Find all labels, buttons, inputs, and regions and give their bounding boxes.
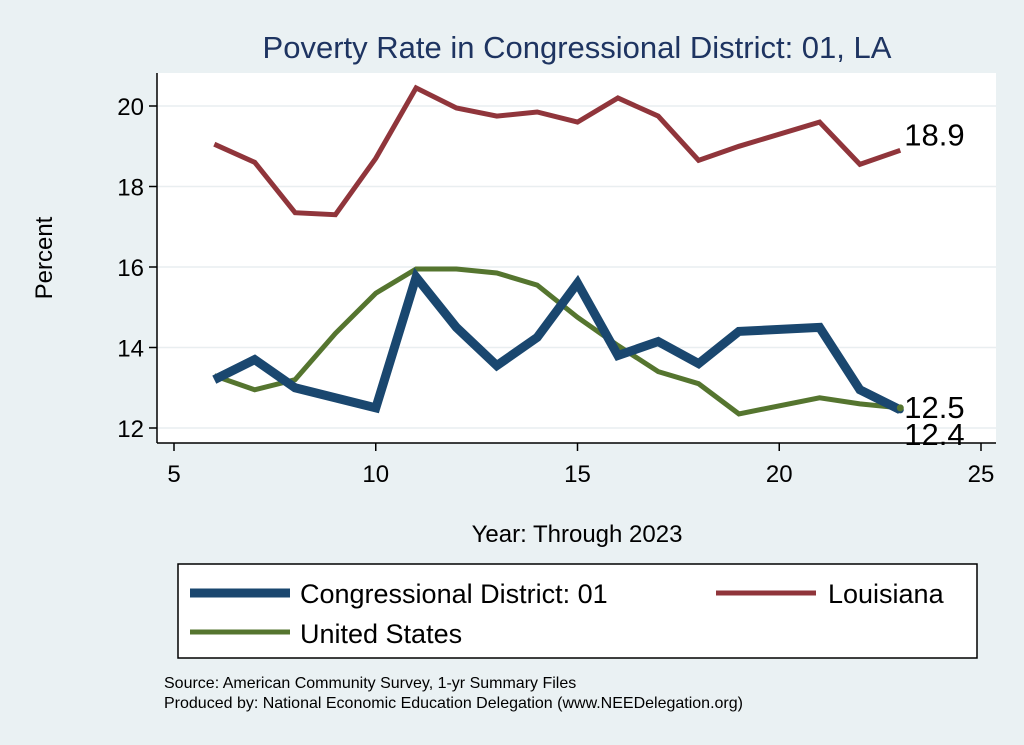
line-us <box>213 266 901 417</box>
tick-labels: 12 14 16 18 20 5 10 15 20 25 <box>117 94 994 488</box>
x-tick-label: 20 <box>766 461 793 488</box>
x-tick-label: 5 <box>167 461 180 488</box>
x-axis-label: Year: Through 2023 <box>472 521 683 548</box>
end-label-us: 12.5 <box>904 390 964 425</box>
source-line-1: Source: American Community Survey, 1-yr … <box>164 675 576 692</box>
end-label-district: 12.4 <box>904 417 964 452</box>
series-lines <box>212 84 903 417</box>
y-tick-label: 18 <box>117 175 144 202</box>
legend-label-us: United States <box>300 619 462 649</box>
end-labels: 12.4 18.9 12.5 <box>896 117 965 452</box>
y-tick-label: 16 <box>117 255 144 282</box>
y-axis-label: Percent <box>31 216 58 299</box>
axes <box>149 73 996 451</box>
y-tick-label: 14 <box>117 336 144 363</box>
legend-label-louisiana: Louisiana <box>828 579 945 609</box>
chart-title: Poverty Rate in Congressional District: … <box>263 30 892 65</box>
line-district <box>212 267 903 414</box>
grid-lines <box>157 105 996 429</box>
legend-box <box>177 563 978 659</box>
x-tick-label: 10 <box>362 461 389 488</box>
source-line-2: Produced by: National Economic Education… <box>164 695 743 712</box>
legend: Congressional District: 01 Louisiana Uni… <box>177 563 978 659</box>
end-point <box>896 404 904 412</box>
line-louisiana <box>213 84 902 218</box>
legend-label-district: Congressional District: 01 <box>300 579 608 609</box>
plot-area <box>157 73 996 443</box>
end-label-louisiana: 18.9 <box>904 117 964 152</box>
x-tick-label: 15 <box>564 461 591 488</box>
y-tick-label: 12 <box>117 416 144 443</box>
y-tick-label: 20 <box>117 94 144 121</box>
x-tick-label: 25 <box>968 461 995 488</box>
